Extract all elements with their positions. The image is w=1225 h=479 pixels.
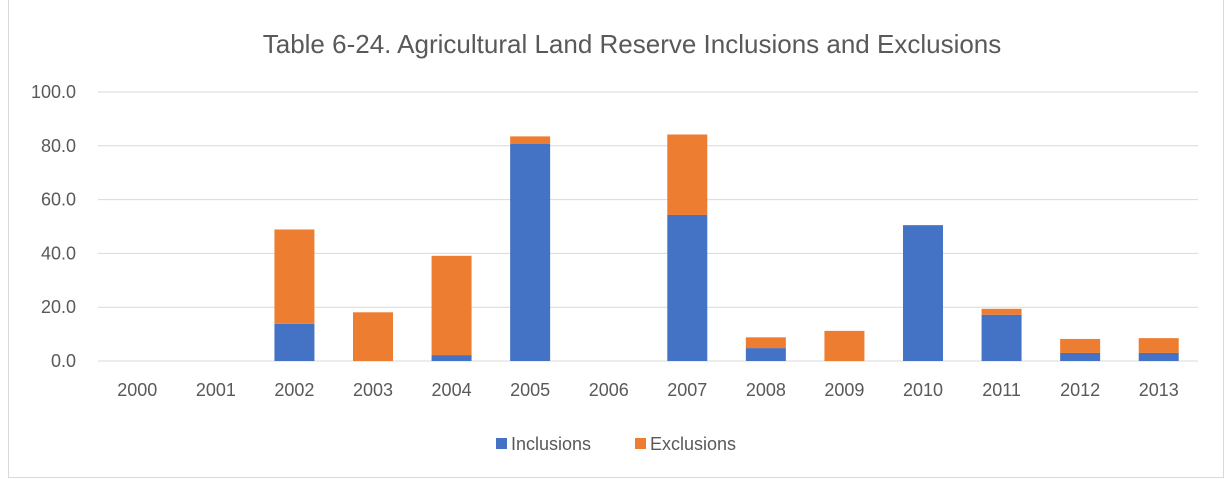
x-tick-label: 2011 xyxy=(982,380,1021,400)
x-tick-label: 2012 xyxy=(1060,380,1100,400)
x-axis-tick-labels: 2000 2001 2002 2003 2004 2005 2006 2007 2008 2009… xyxy=(117,380,1178,400)
x-tick-label: 2013 xyxy=(1139,380,1179,400)
x-tick-label: 2003 xyxy=(353,380,393,400)
x-tick-label: 2004 xyxy=(432,380,472,400)
bar-inclusions-2012 xyxy=(1060,352,1101,361)
legend-label-inclusions: Inclusions xyxy=(511,434,591,454)
bar-inclusions-2013 xyxy=(1138,352,1179,361)
y-tick-label: 20.0 xyxy=(41,297,76,317)
y-tick-label: 40.0 xyxy=(41,243,76,263)
bar-exclusions-2003 xyxy=(353,312,393,361)
bar-exclusions-2009 xyxy=(824,330,865,361)
bar-exclusions-2011 xyxy=(981,308,1022,315)
y-tick-label: 100.0 xyxy=(31,82,76,102)
x-tick-label: 2007 xyxy=(667,380,707,400)
y-tick-label: 60.0 xyxy=(41,190,76,210)
chart-frame xyxy=(8,0,1224,478)
bar-exclusions-2002 xyxy=(274,229,315,324)
bar-inclusions-2005 xyxy=(510,143,551,361)
legend-swatch-inclusions xyxy=(496,438,507,449)
x-tick-label: 2009 xyxy=(824,380,864,400)
y-tick-label: 0.0 xyxy=(51,351,76,371)
bar-inclusions-2008 xyxy=(745,348,786,361)
bars xyxy=(274,134,1179,361)
bar-exclusions-2013 xyxy=(1138,338,1179,353)
chart-title: Table 6-24. Agricultural Land Reserve In… xyxy=(263,29,1002,59)
bar-exclusions-2012 xyxy=(1060,338,1101,353)
x-tick-label: 2010 xyxy=(903,380,943,400)
bar-exclusions-2007 xyxy=(667,134,708,215)
x-tick-label: 2008 xyxy=(746,380,786,400)
legend-label-exclusions: Exclusions xyxy=(650,434,736,454)
legend: Inclusions Exclusions xyxy=(496,434,736,454)
x-tick-label: 2006 xyxy=(589,380,629,400)
y-axis-tick-labels: 0.0 20.0 40.0 60.0 80.0 100.0 xyxy=(31,82,76,371)
bar-inclusions-2007 xyxy=(667,214,708,361)
y-tick-label: 80.0 xyxy=(41,136,76,156)
bar-inclusions-2004 xyxy=(431,355,472,361)
gridlines xyxy=(98,91,1198,362)
x-tick-label: 2000 xyxy=(117,380,157,400)
bar-exclusions-2004 xyxy=(431,255,472,356)
legend-swatch-exclusions xyxy=(635,438,646,449)
x-tick-label: 2002 xyxy=(274,380,314,400)
bar-exclusions-2008 xyxy=(745,337,786,349)
bar-exclusions-2005 xyxy=(510,136,551,144)
x-tick-label: 2005 xyxy=(510,380,550,400)
bar-inclusions-2002 xyxy=(274,323,315,361)
x-tick-label: 2001 xyxy=(196,380,236,400)
bar-inclusions-2010 xyxy=(903,225,943,361)
bar-inclusions-2011 xyxy=(981,314,1022,361)
